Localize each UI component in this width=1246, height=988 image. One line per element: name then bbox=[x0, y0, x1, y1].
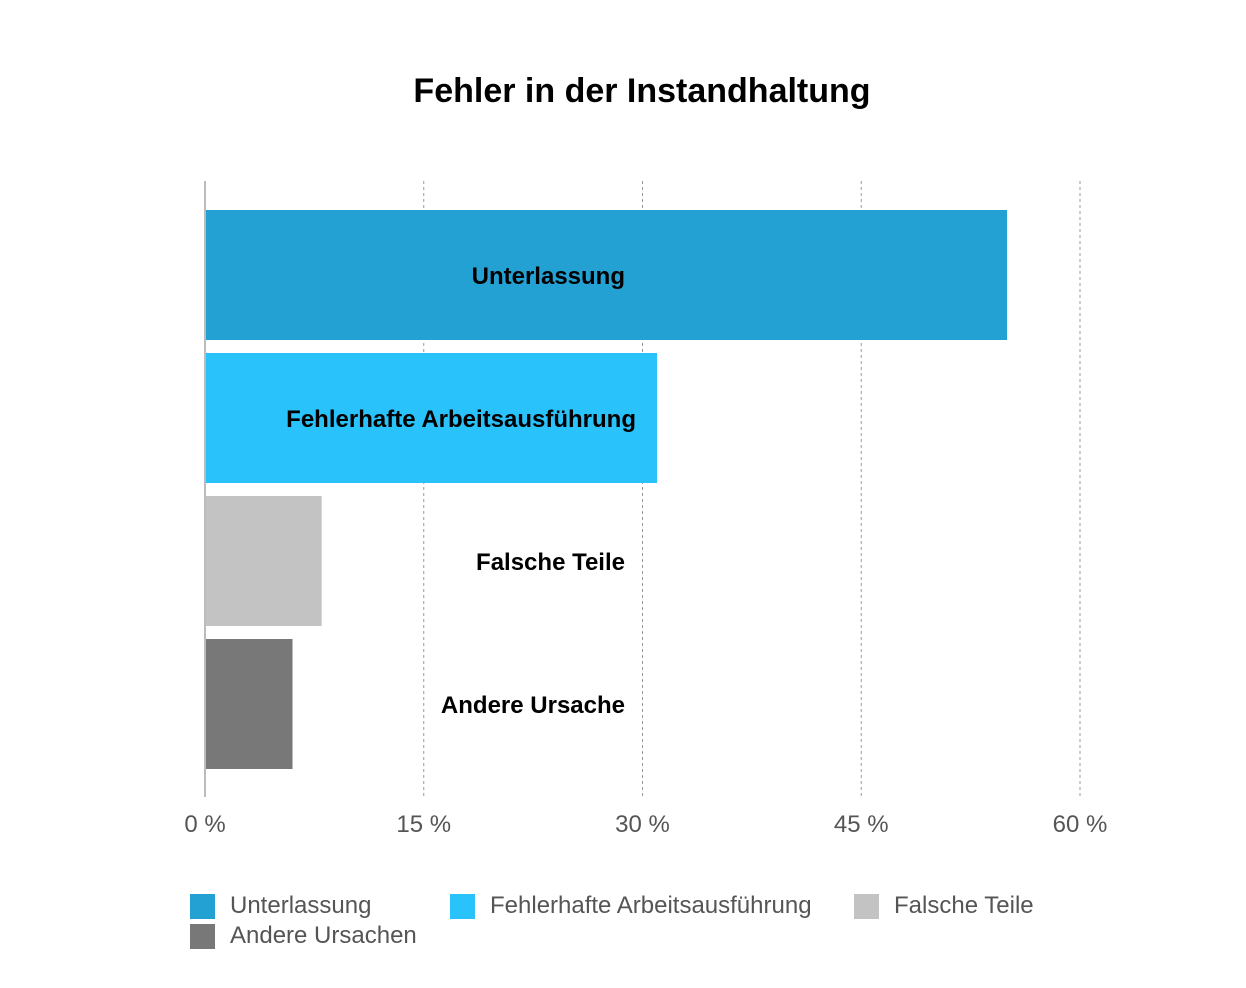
x-tick-label: 0 % bbox=[184, 811, 225, 838]
legend-label: Falsche Teile bbox=[894, 892, 1034, 919]
bar bbox=[206, 639, 293, 769]
chart-title: Fehler in der Instandhaltung bbox=[413, 72, 871, 110]
x-tick-label: 30 % bbox=[615, 811, 670, 838]
legend-label: Fehlerhafte Arbeitsausführung bbox=[490, 892, 812, 919]
bar-label: Andere Ursache bbox=[441, 692, 625, 719]
legend-label: Unterlassung bbox=[230, 892, 372, 919]
bar-label: Fehlerhafte Arbeitsausführung bbox=[286, 406, 636, 433]
legend-swatch bbox=[854, 893, 879, 919]
bar-label: Falsche Teile bbox=[476, 549, 625, 576]
x-tick-label: 60 % bbox=[1053, 811, 1108, 838]
bar bbox=[206, 353, 658, 483]
legend-item: Fehlerhafte Arbeitsausführung bbox=[450, 892, 812, 920]
x-tick-label: 15 % bbox=[396, 811, 451, 838]
legend-item: Falsche Teile bbox=[854, 892, 1034, 920]
legend-item: Unterlassung bbox=[190, 892, 371, 920]
legend-swatch bbox=[190, 923, 215, 949]
legend-swatch bbox=[190, 893, 215, 919]
legend-item: Andere Ursachen bbox=[190, 922, 417, 950]
legend-label: Andere Ursachen bbox=[230, 922, 417, 949]
x-tick-label: 45 % bbox=[834, 811, 889, 838]
bar-label: Unterlassung bbox=[472, 263, 625, 290]
bar bbox=[206, 496, 322, 626]
bar bbox=[206, 210, 1008, 340]
x-axis: 0 % 15 % 30 % 45 % 60 % bbox=[184, 811, 1107, 838]
bar-chart: Unterlassung Fehlerhafte Arbeitsausführun… bbox=[184, 181, 1107, 838]
legend-swatch bbox=[450, 893, 475, 919]
bar-labels: Unterlassung Fehlerhafte Arbeitsausführun… bbox=[286, 263, 636, 719]
bars bbox=[206, 210, 1008, 769]
